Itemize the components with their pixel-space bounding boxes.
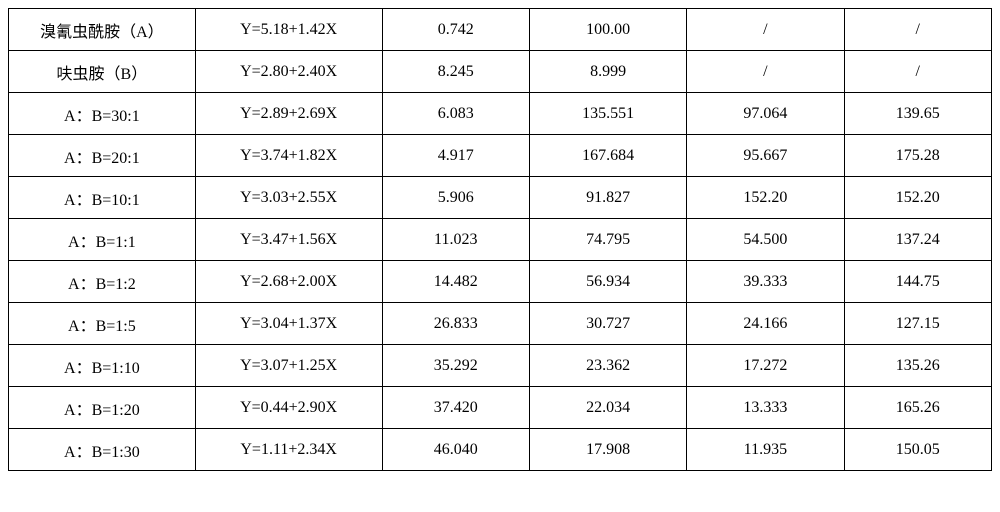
cell-val4: 175.28 [844, 135, 992, 177]
cell-val3: 97.064 [687, 93, 844, 135]
cell-equation: Y=3.07+1.25X [195, 345, 382, 387]
cell-val4: 137.24 [844, 219, 992, 261]
table-row: A：B=1:1 Y=3.47+1.56X 11.023 74.795 54.50… [9, 219, 992, 261]
cell-val4: 150.05 [844, 429, 992, 471]
cell-val3: 152.20 [687, 177, 844, 219]
cell-label: 呋虫胺（B） [9, 51, 196, 93]
cell-equation: Y=3.74+1.82X [195, 135, 382, 177]
cell-val4: 144.75 [844, 261, 992, 303]
cell-label: A：B=1:2 [9, 261, 196, 303]
cell-val1: 46.040 [382, 429, 529, 471]
cell-equation: Y=3.47+1.56X [195, 219, 382, 261]
cell-val4: / [844, 9, 992, 51]
cell-val3: 54.500 [687, 219, 844, 261]
cell-label: A：B=1:20 [9, 387, 196, 429]
cell-val3: / [687, 9, 844, 51]
cell-equation: Y=3.03+2.55X [195, 177, 382, 219]
cell-val1: 14.482 [382, 261, 529, 303]
cell-val2: 167.684 [529, 135, 686, 177]
cell-val3: / [687, 51, 844, 93]
cell-val1: 6.083 [382, 93, 529, 135]
cell-val4: 135.26 [844, 345, 992, 387]
cell-equation: Y=0.44+2.90X [195, 387, 382, 429]
cell-val2: 56.934 [529, 261, 686, 303]
cell-val1: 11.023 [382, 219, 529, 261]
cell-val2: 74.795 [529, 219, 686, 261]
table-body: 溴氰虫酰胺（A） Y=5.18+1.42X 0.742 100.00 / / 呋… [9, 9, 992, 471]
cell-label: A：B=1:10 [9, 345, 196, 387]
cell-val3: 11.935 [687, 429, 844, 471]
table-row: 呋虫胺（B） Y=2.80+2.40X 8.245 8.999 / / [9, 51, 992, 93]
cell-val3: 13.333 [687, 387, 844, 429]
cell-label: A：B=1:30 [9, 429, 196, 471]
table-row: A：B=10:1 Y=3.03+2.55X 5.906 91.827 152.2… [9, 177, 992, 219]
cell-val1: 5.906 [382, 177, 529, 219]
cell-val1: 8.245 [382, 51, 529, 93]
cell-val3: 24.166 [687, 303, 844, 345]
cell-val4: 165.26 [844, 387, 992, 429]
cell-equation: Y=1.11+2.34X [195, 429, 382, 471]
cell-equation: Y=5.18+1.42X [195, 9, 382, 51]
cell-val2: 17.908 [529, 429, 686, 471]
cell-equation: Y=2.68+2.00X [195, 261, 382, 303]
cell-equation: Y=3.04+1.37X [195, 303, 382, 345]
cell-label: A：B=1:1 [9, 219, 196, 261]
table-row: 溴氰虫酰胺（A） Y=5.18+1.42X 0.742 100.00 / / [9, 9, 992, 51]
cell-val2: 135.551 [529, 93, 686, 135]
cell-val4: 139.65 [844, 93, 992, 135]
cell-label: 溴氰虫酰胺（A） [9, 9, 196, 51]
cell-val3: 39.333 [687, 261, 844, 303]
cell-val1: 35.292 [382, 345, 529, 387]
table-row: A：B=30:1 Y=2.89+2.69X 6.083 135.551 97.0… [9, 93, 992, 135]
cell-val4: 127.15 [844, 303, 992, 345]
table-row: A：B=1:10 Y=3.07+1.25X 35.292 23.362 17.2… [9, 345, 992, 387]
data-table: 溴氰虫酰胺（A） Y=5.18+1.42X 0.742 100.00 / / 呋… [8, 8, 992, 471]
cell-label: A：B=30:1 [9, 93, 196, 135]
table-row: A：B=20:1 Y=3.74+1.82X 4.917 167.684 95.6… [9, 135, 992, 177]
cell-val1: 37.420 [382, 387, 529, 429]
table-row: A：B=1:5 Y=3.04+1.37X 26.833 30.727 24.16… [9, 303, 992, 345]
cell-label: A：B=20:1 [9, 135, 196, 177]
table-row: A：B=1:30 Y=1.11+2.34X 46.040 17.908 11.9… [9, 429, 992, 471]
cell-equation: Y=2.89+2.69X [195, 93, 382, 135]
cell-val1: 26.833 [382, 303, 529, 345]
cell-val2: 8.999 [529, 51, 686, 93]
table-row: A：B=1:2 Y=2.68+2.00X 14.482 56.934 39.33… [9, 261, 992, 303]
cell-val2: 91.827 [529, 177, 686, 219]
cell-val3: 17.272 [687, 345, 844, 387]
cell-val2: 22.034 [529, 387, 686, 429]
cell-label: A：B=1:5 [9, 303, 196, 345]
cell-val1: 0.742 [382, 9, 529, 51]
cell-val2: 100.00 [529, 9, 686, 51]
cell-val1: 4.917 [382, 135, 529, 177]
cell-val2: 23.362 [529, 345, 686, 387]
cell-val2: 30.727 [529, 303, 686, 345]
table-row: A：B=1:20 Y=0.44+2.90X 37.420 22.034 13.3… [9, 387, 992, 429]
cell-label: A：B=10:1 [9, 177, 196, 219]
cell-equation: Y=2.80+2.40X [195, 51, 382, 93]
cell-val4: 152.20 [844, 177, 992, 219]
cell-val3: 95.667 [687, 135, 844, 177]
cell-val4: / [844, 51, 992, 93]
